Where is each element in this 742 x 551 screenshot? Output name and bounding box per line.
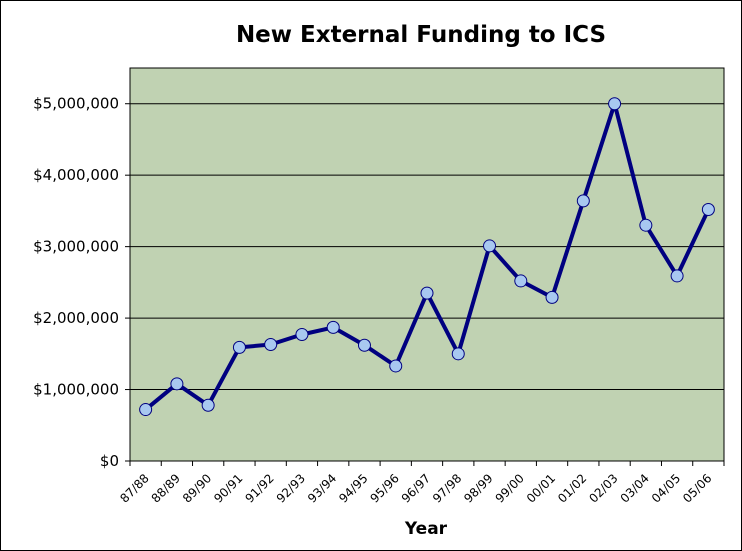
x-tick-label: 04/05 — [649, 471, 683, 505]
x-tick-label: 90/91 — [211, 471, 245, 505]
x-tick-label: 96/97 — [399, 471, 433, 505]
gridlines — [130, 103, 724, 391]
data-point — [201, 398, 215, 412]
series — [139, 97, 715, 417]
x-tick-label: 88/89 — [149, 471, 183, 505]
x-tick-label: 95/96 — [367, 471, 401, 505]
data-point — [264, 338, 278, 352]
x-tick-label: 94/95 — [336, 471, 370, 505]
y-tick-label: $0 — [100, 452, 119, 470]
data-point — [576, 194, 590, 208]
data-point — [451, 347, 465, 361]
data-point — [139, 403, 153, 417]
y-tick-label: $4,000,000 — [33, 166, 119, 184]
x-axis-label: Year — [404, 519, 448, 539]
data-point — [701, 202, 715, 216]
x-tick-label: 03/04 — [618, 471, 652, 505]
x-tick-label: 97/98 — [430, 471, 464, 505]
x-tick-label: 98/99 — [461, 471, 495, 505]
y-tick-label: $2,000,000 — [33, 309, 119, 327]
data-point — [357, 338, 371, 352]
data-point — [389, 359, 403, 373]
data-point — [545, 290, 559, 304]
x-tick-label: 02/03 — [586, 471, 620, 505]
x-tick-label: 01/02 — [555, 471, 589, 505]
x-tick-label: 92/93 — [274, 471, 308, 505]
data-point — [326, 320, 340, 334]
data-point — [670, 269, 684, 283]
data-point — [232, 340, 246, 354]
data-point — [514, 274, 528, 288]
plot-area — [129, 67, 725, 462]
data-point — [639, 218, 653, 232]
x-tick-label: 89/90 — [180, 471, 214, 505]
x-tick-label: 93/94 — [305, 471, 339, 505]
x-tick-label: 91/92 — [242, 471, 276, 505]
data-point — [608, 97, 622, 111]
data-point — [295, 328, 309, 342]
chart-title: New External Funding to ICS — [236, 22, 606, 48]
x-tick-label: 87/88 — [117, 471, 151, 505]
y-tick-label: $1,000,000 — [33, 381, 119, 399]
y-axis-ticks: $0 $1,000,000 $2,000,000 $3,000,000 $4,000,0… — [33, 95, 130, 470]
x-tick-label: 05/06 — [680, 471, 714, 505]
data-point — [420, 286, 434, 300]
x-tick-label: 99/00 — [493, 471, 527, 505]
x-axis-ticks: 87/8888/8989/9090/9191/9292/9393/9494/95… — [117, 461, 725, 506]
y-tick-label: $3,000,000 — [33, 238, 119, 256]
data-point — [170, 377, 184, 391]
x-tick-label: 00/01 — [524, 471, 558, 505]
data-point — [483, 239, 497, 253]
y-tick-label: $5,000,000 — [33, 95, 119, 113]
